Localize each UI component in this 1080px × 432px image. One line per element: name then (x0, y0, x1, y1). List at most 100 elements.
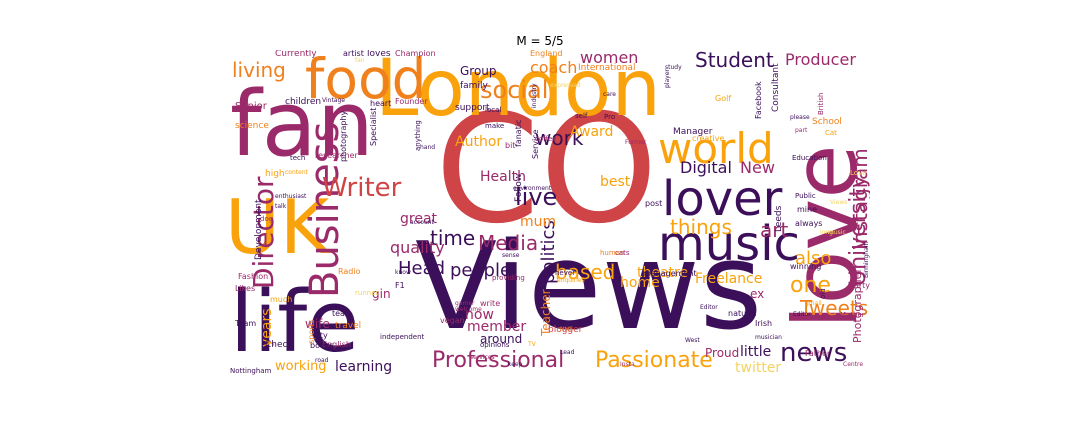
word-also: also (795, 248, 832, 269)
word-things: things (670, 215, 732, 239)
word-views: Views (415, 218, 763, 357)
word-great: great (400, 211, 438, 227)
word-human: human (600, 249, 625, 257)
word-professional: Professional (432, 348, 565, 373)
word-birmingham: Birmingham (863, 241, 870, 278)
word-much: much (270, 295, 293, 304)
word-family: family (460, 81, 488, 91)
word-english: English (322, 340, 351, 349)
word-life: life (230, 273, 360, 372)
word-sense: sense (502, 252, 520, 259)
word-opinions: opinions (480, 341, 510, 349)
word-public: Public (795, 192, 816, 200)
word-home: home (620, 275, 660, 291)
word-mother: Mother (840, 311, 865, 319)
word-team: Team (235, 319, 257, 328)
word-theatre: theatre (637, 265, 689, 281)
word-winning: winning (790, 262, 822, 271)
word-make: make (485, 122, 505, 130)
word-proud: Proud (705, 346, 740, 360)
word-london: London (375, 50, 661, 134)
word-group: Group (460, 64, 497, 78)
word-creative: creative (692, 134, 725, 143)
word-irish: Irish (755, 319, 773, 328)
word-science: science (235, 121, 269, 131)
word-nhs: NHS (560, 326, 573, 333)
word-founder: Founder (395, 97, 428, 106)
word-service: Service (531, 129, 540, 159)
word-time: time (430, 226, 476, 250)
word-centre: Centre (843, 361, 864, 368)
word-heart: heart (370, 99, 392, 108)
word-self: self (575, 112, 588, 120)
word-fan: fan (355, 57, 365, 64)
word-producer: Producer (785, 50, 856, 69)
word-children: children (285, 97, 322, 107)
word-new: New (740, 158, 775, 177)
word-books: books (310, 341, 334, 350)
word-news: news (780, 338, 848, 368)
word-road: road (315, 357, 329, 364)
chart-title: M = 5/5 (516, 34, 564, 48)
word-art: art (760, 218, 789, 242)
word-coffee: coffee (535, 135, 557, 143)
word-vintage: Vintage (322, 97, 345, 104)
word-management: management (643, 269, 697, 278)
word-bit: bit (505, 141, 516, 150)
word-world: world (658, 124, 774, 173)
word-player: player (664, 69, 671, 88)
word-school: School (812, 117, 842, 127)
word-lover: lover (662, 171, 783, 227)
word-living: living (232, 58, 286, 82)
word-providing: providing (492, 274, 525, 282)
word-local: local (485, 106, 502, 114)
word-passionate: Passionate (595, 348, 713, 373)
word-travel: travel (335, 321, 362, 331)
word-student: Student (695, 50, 774, 72)
word-work: work (535, 126, 584, 150)
word-people: people (450, 260, 512, 281)
word-fashion: Fashion (238, 272, 269, 281)
word-pro: Pro (604, 113, 616, 121)
word-specialist: Specialist (369, 107, 378, 146)
word-working: working (275, 359, 327, 374)
word-cats: cats (615, 249, 630, 257)
word-freelance: Freelance (695, 271, 763, 287)
word-music: music (828, 229, 846, 236)
word-best: best (600, 174, 631, 190)
word-manager: Manager (673, 127, 713, 137)
word-dog: dog (260, 215, 274, 223)
word-education: Education (792, 154, 827, 162)
word-fanatic: fanatic (514, 119, 523, 147)
word-musician: musician (755, 334, 782, 341)
word-development: Development (254, 199, 264, 260)
word-support: support (455, 103, 490, 113)
word-photographer: Photographer (851, 268, 864, 343)
word-head: Head (398, 258, 446, 279)
word-media: Media (478, 231, 539, 255)
word-keep: keep (508, 361, 523, 368)
word-coach: coach (530, 58, 578, 77)
word-social: social (480, 76, 549, 104)
word-insta: Insta (620, 361, 635, 368)
word-currently: Currently (275, 50, 317, 59)
word-west: West (685, 337, 700, 344)
word-facebook: Facebook (754, 81, 763, 119)
word-ex: ex (750, 287, 765, 301)
word-former: Former (625, 139, 647, 146)
word-father: Father (805, 349, 831, 358)
word-consultant: Consultant (771, 63, 781, 112)
word-industry: industry (531, 83, 538, 108)
word-british: British (817, 92, 825, 115)
word-content: content (285, 169, 308, 176)
word-runner: runner (355, 289, 379, 297)
word-twitter: twitter (735, 360, 782, 375)
word-uk: UK (230, 183, 330, 271)
word-learning: learning (335, 359, 393, 375)
word-expressed: expressed (550, 82, 581, 89)
word-party: party (848, 281, 870, 290)
word-part: part (795, 127, 808, 134)
word-study: study (665, 64, 682, 71)
word-tweets: Tweets (800, 296, 869, 320)
word-care: care (603, 91, 617, 98)
